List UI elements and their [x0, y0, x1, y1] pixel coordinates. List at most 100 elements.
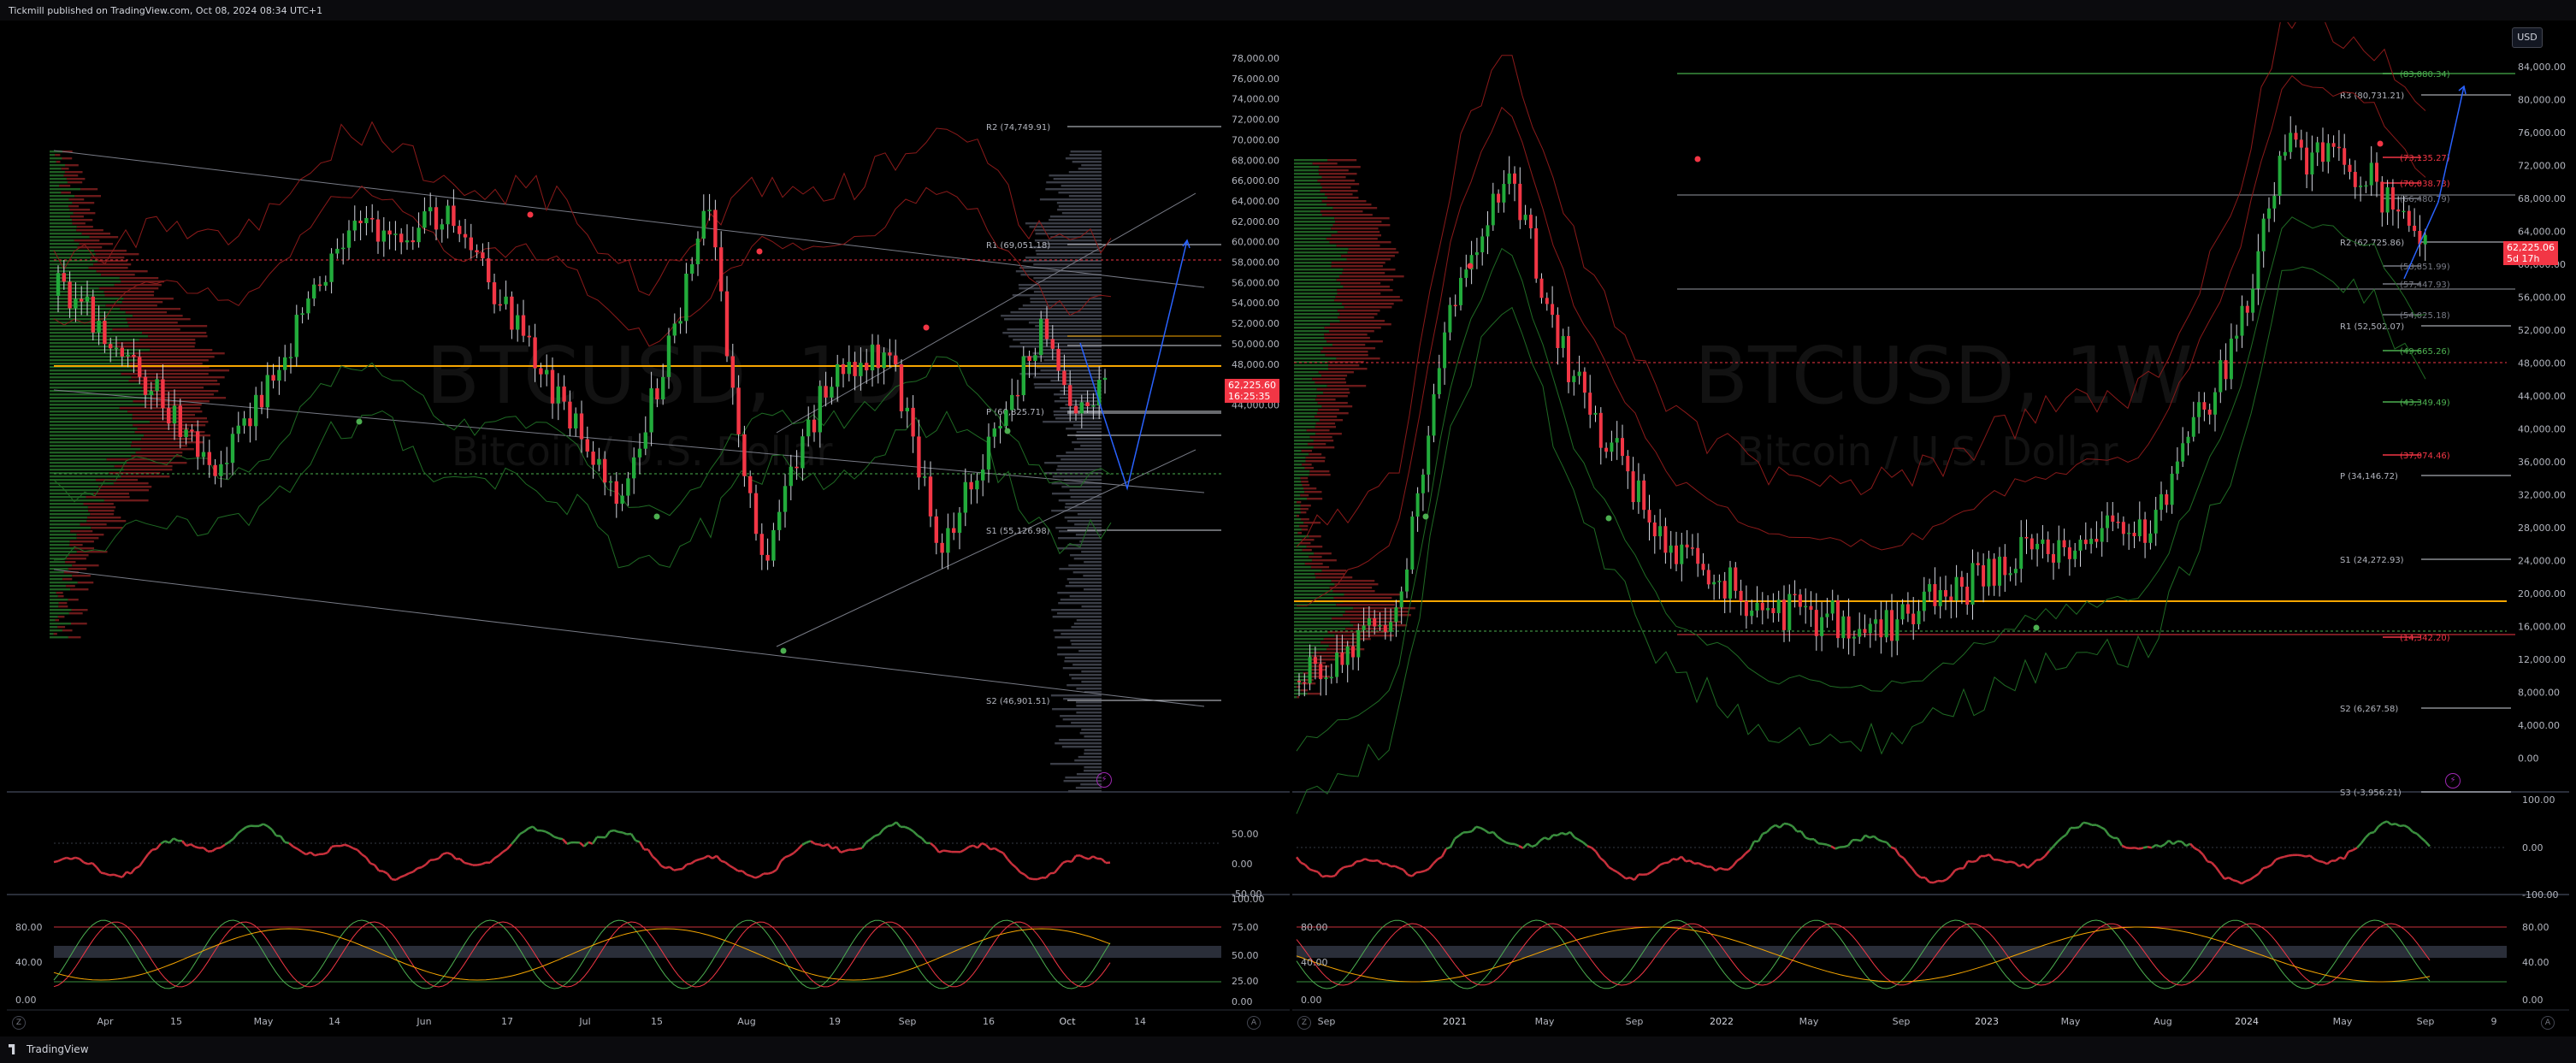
candle	[1970, 563, 1975, 605]
candle	[1319, 664, 1323, 680]
momentum-oscillator	[164, 840, 170, 844]
momentum-oscillator	[528, 825, 534, 830]
candle	[1015, 394, 1020, 397]
left-chart-panel[interactable]: BTCUSD, 1D Bitcoin / U.S. Dollar 78,000.…	[7, 22, 1290, 1035]
volume-profile-bar	[1051, 510, 1102, 512]
volume-profile-bar	[1332, 344, 1366, 346]
volume-profile-bar	[106, 458, 173, 461]
momentum-oscillator	[53, 859, 59, 864]
volume-profile-bar	[50, 448, 141, 451]
right-chart-panel[interactable]: BTCUSD, 1W Bitcoin / U.S. Dollar 84,000.…	[1292, 22, 2569, 1035]
volume-profile-bar	[1084, 691, 1102, 694]
volume-profile-bar	[1297, 696, 1300, 699]
momentum-oscillator	[310, 851, 316, 857]
momentum-oscillator	[173, 837, 179, 842]
left-chart-canvas[interactable]: 78,000.0076,000.0074,000.0072,000.0070,0…	[7, 22, 1290, 1035]
volume-profile-bar	[81, 233, 110, 235]
momentum-oscillator	[87, 861, 93, 865]
left-lightning-icon[interactable]: ⚡	[1096, 772, 1112, 788]
volume-profile-bar	[1314, 552, 1332, 555]
momentum-oscillator	[506, 843, 512, 850]
left-auto-scale-icon[interactable]: A	[1247, 1016, 1261, 1030]
candle	[1079, 402, 1084, 414]
volume-profile-bar	[142, 387, 204, 389]
pivot-label-s1: S1 (24,272.93)	[2340, 556, 2404, 565]
volume-profile-bar	[1300, 508, 1309, 511]
volume-profile-bar	[74, 195, 102, 198]
volume-profile-bar	[1294, 686, 1297, 688]
volume-profile-bar	[1036, 366, 1102, 369]
pivot-label-r2: R2 (74,749.91)	[986, 123, 1050, 133]
volume-profile-bar	[1063, 698, 1102, 700]
candle	[1464, 269, 1468, 278]
volume-profile-bar	[1294, 375, 1322, 377]
momentum-oscillator	[502, 847, 508, 853]
momentum-oscillator	[267, 825, 273, 831]
right-auto-scale-icon[interactable]: A	[2541, 1016, 2555, 1030]
volume-profile-bar	[90, 257, 125, 259]
candle	[1518, 183, 1522, 221]
volume-profile-bar	[66, 558, 86, 560]
momentum-oscillator	[1907, 863, 1913, 870]
right-chart-canvas[interactable]: 84,000.0080,000.0076,000.0072,000.0068,0…	[1292, 22, 2569, 1035]
volume-profile-bar	[1068, 564, 1102, 567]
momentum-oscillator	[883, 825, 889, 830]
volume-profile-bar	[1294, 292, 1338, 295]
candle	[2240, 305, 2244, 336]
volume-profile-bar	[1010, 311, 1102, 314]
volume-profile-bar	[1294, 357, 1337, 360]
volume-profile-bar	[1049, 219, 1102, 221]
candle	[2272, 195, 2277, 209]
volume-profile-bar	[1300, 494, 1309, 497]
momentum-oscillator	[2185, 842, 2191, 847]
momentum-oscillator	[1646, 871, 1652, 876]
momentum-oscillator	[917, 835, 923, 840]
momentum-oscillator	[1988, 853, 1994, 861]
left-goto-start-icon[interactable]: Z	[12, 1016, 26, 1030]
volume-profile-bar	[1326, 340, 1383, 343]
volume-profile-bar	[80, 188, 98, 191]
momentum-oscillator	[1514, 842, 1520, 847]
osc1-axis-label: 0.00	[2522, 842, 2544, 853]
volume-profile-bar	[1344, 306, 1392, 309]
volume-profile-bar	[1294, 361, 1328, 363]
volume-profile-bar	[1076, 773, 1102, 776]
candle	[1944, 590, 1947, 597]
tradingview-logo-icon	[9, 1044, 15, 1054]
volume-profile-bar	[1332, 224, 1391, 227]
volume-profile-bar	[1065, 585, 1102, 588]
volume-profile-bar	[69, 209, 91, 211]
right-goto-start-icon[interactable]: Z	[1297, 1016, 1311, 1030]
volume-profile-bar	[1318, 409, 1339, 411]
volume-profile-bar	[1319, 166, 1361, 168]
volume-profile-bar	[1294, 440, 1314, 442]
momentum-oscillator	[2382, 820, 2388, 824]
volume-profile-bar	[1294, 658, 1312, 661]
candle	[783, 486, 788, 512]
volume-profile-bar	[1309, 535, 1321, 538]
candle	[387, 230, 392, 235]
volume-profile-bar	[121, 281, 165, 283]
osc2-left-label: 40.00	[15, 957, 43, 968]
momentum-oscillator	[2061, 833, 2067, 839]
momentum-oscillator	[2214, 866, 2222, 874]
volume-profile-bar	[1296, 515, 1300, 517]
momentum-oscillator	[2262, 865, 2268, 870]
volume-profile-bar	[1294, 186, 1322, 189]
volume-profile-bar	[1303, 522, 1321, 524]
candle	[620, 495, 624, 505]
volume-profile-bar	[1294, 645, 1329, 647]
currency-button[interactable]: USD	[2512, 27, 2543, 48]
candle	[2181, 443, 2185, 462]
volume-profile-bar	[91, 527, 123, 529]
momentum-oscillator	[1544, 836, 1550, 841]
right-lightning-icon[interactable]: ⚡	[2445, 773, 2461, 788]
volume-profile-bar	[1328, 368, 1368, 370]
volume-profile-bar	[1294, 306, 1344, 309]
candle	[341, 247, 346, 250]
volume-profile-bar	[1334, 217, 1390, 220]
momentum-oscillator	[408, 871, 414, 875]
volume-profile-bar	[50, 304, 106, 307]
momentum-oscillator	[2181, 841, 2187, 847]
volume-profile-bar	[1294, 258, 1347, 261]
